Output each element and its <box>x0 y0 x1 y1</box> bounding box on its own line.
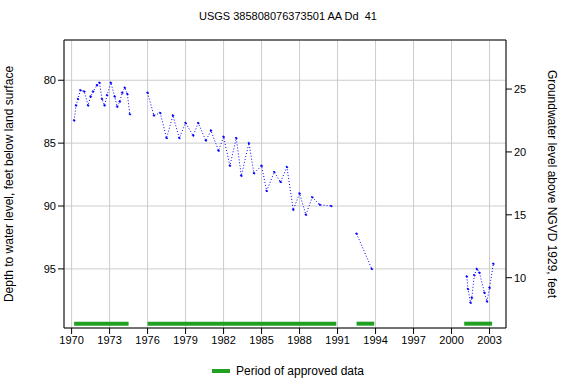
svg-text:1979: 1979 <box>173 334 197 346</box>
svg-text:1988: 1988 <box>287 334 311 346</box>
svg-text:1976: 1976 <box>135 334 159 346</box>
svg-text:1997: 1997 <box>401 334 425 346</box>
html-text:Period of approved data: Period of approved data <box>236 364 364 378</box>
svg-text:90: 90 <box>44 200 56 212</box>
html-text:Depth to water level, feet bel: Depth to water level, feet below land su… <box>2 65 16 303</box>
svg-text:2000: 2000 <box>439 334 463 346</box>
svg-text:80: 80 <box>44 74 56 86</box>
html-text:Groundwater level above NGVD 1: Groundwater level above NGVD 1929, feet <box>545 69 559 299</box>
svg-text:1994: 1994 <box>363 334 387 346</box>
svg-text:1970: 1970 <box>59 334 83 346</box>
html-text:USGS 385808076373501 AA Dd 41: USGS 385808076373501 AA Dd 41 <box>199 10 377 22</box>
svg-text:1973: 1973 <box>97 334 121 346</box>
svg-text:10: 10 <box>514 272 526 284</box>
svg-text:85: 85 <box>44 137 56 149</box>
svg-text:15: 15 <box>514 209 526 221</box>
svg-text:1982: 1982 <box>211 334 235 346</box>
svg-text:95: 95 <box>44 263 56 275</box>
svg-text:2003: 2003 <box>477 334 501 346</box>
svg-text:1985: 1985 <box>249 334 273 346</box>
svg-text:20: 20 <box>514 146 526 158</box>
svg-text:1991: 1991 <box>325 334 349 346</box>
svg-text:25: 25 <box>514 83 526 95</box>
